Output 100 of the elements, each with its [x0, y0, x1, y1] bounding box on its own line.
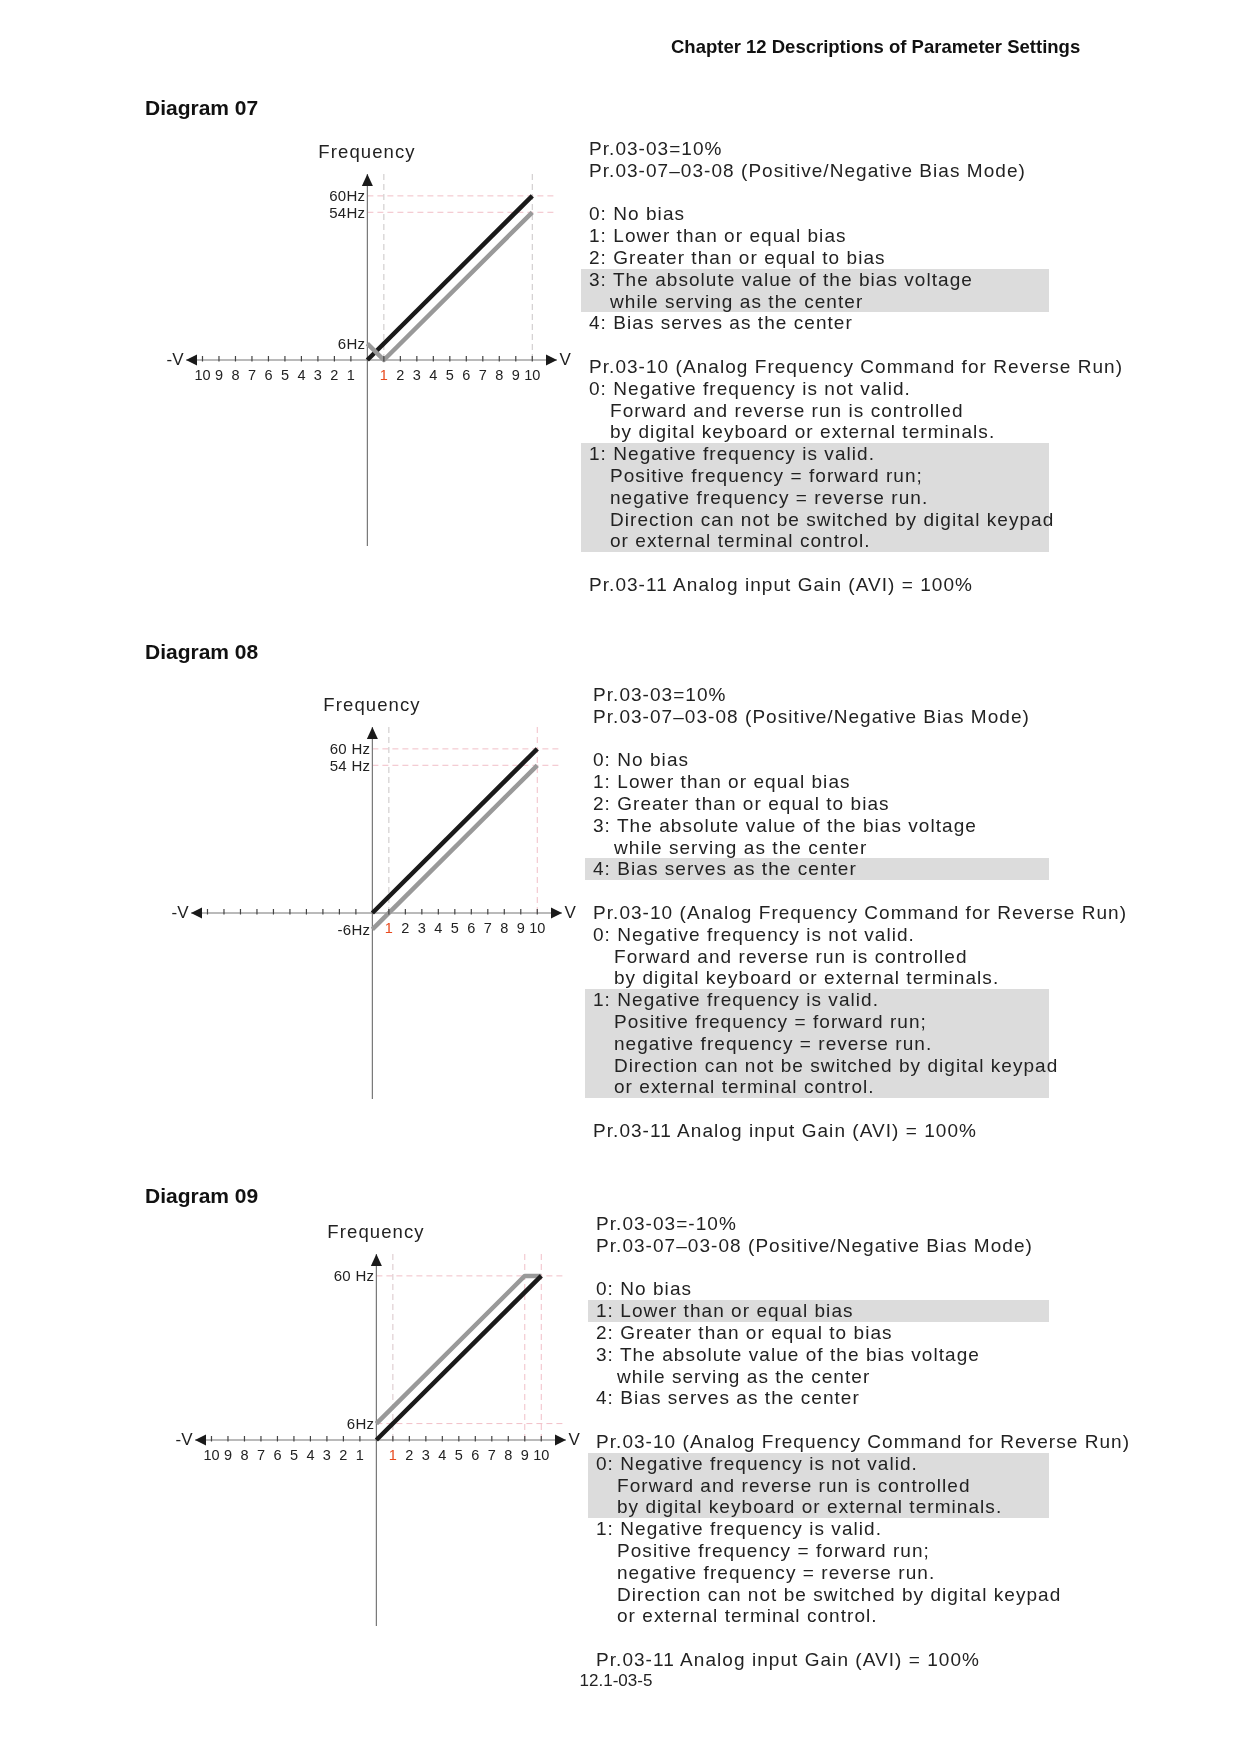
x-tick-label: 8 — [231, 367, 240, 383]
x-axis-title: V — [568, 1430, 580, 1449]
text: -V — [166, 350, 184, 369]
text: 2: Greater than or equal to bias — [596, 1322, 893, 1343]
text: Chapter 12 Descriptions of Parameter Settings — [671, 36, 1081, 57]
chart-title: Diagram 08 — [145, 640, 259, 663]
x-tick-label: 8 — [240, 1447, 249, 1463]
text: 3: The absolute value of the bias voltage while serving as the center — [589, 268, 973, 312]
text: 1: Negative frequency is valid. Positive frequency = forward run; negative frequency = reverse run. Direction can not be switched by digital keypad or external terminal control. — [596, 1518, 1062, 1627]
x-tick-label: 10 — [528, 920, 545, 936]
y-tick-label: 54 Hz — [329, 756, 370, 774]
x-tick-label: 9 — [214, 367, 223, 383]
x-axis-title: V — [564, 903, 576, 922]
y-tick-label: 60 Hz — [333, 1267, 374, 1285]
x-tick-label: 5 — [445, 367, 454, 383]
y-axis-title: Frequency — [327, 1221, 425, 1242]
x-tick-label: 6 — [273, 1447, 282, 1463]
text: Pr.03-07–03-08 (Positive/Negative Bias Mode) — [589, 159, 1026, 181]
x-tick-label: 5 — [450, 920, 459, 936]
x-tick-label: 4 — [428, 367, 437, 383]
x-tick-label: 2 — [395, 367, 404, 383]
x-tick-label: 7 — [478, 367, 487, 383]
text: 0: Negative frequency is not valid. Forward and reverse run is controlled by digital keyboard or external terminals. — [593, 923, 1000, 989]
x-tick-label: 2 — [338, 1447, 348, 1463]
text: -V — [171, 903, 189, 922]
x-tick-label: 4 — [296, 367, 306, 383]
y-tick-label: -6Hz — [337, 920, 370, 938]
text: 0: Negative frequency is not valid. Forward and reverse run is controlled by digital keyboard or external terminals. — [589, 377, 996, 443]
text: 1: Lower than or equal bias — [593, 771, 851, 793]
x-tick-label: 6 — [264, 367, 273, 383]
text: Pr.03-03=-10% — [596, 1213, 737, 1234]
x-tick-label: 3 — [412, 367, 421, 383]
x-tick-label: 5 — [280, 367, 289, 383]
text: Pr.03-10 (Analog Frequency Command for Reverse Run) — [593, 902, 1128, 923]
text: 2: Greater than or equal to bias — [593, 793, 890, 814]
x-tick-label: 8 — [494, 367, 503, 383]
text: Pr.03-07–03-08 (Positive/Negative Bias Mode) — [593, 705, 1030, 727]
x-tick-label: 10 — [523, 367, 540, 383]
y-tick-label: 6Hz — [346, 1415, 374, 1433]
x-tick-label: 7 — [256, 1447, 265, 1463]
y-axis-title: Frequency — [318, 141, 416, 162]
text: 0: No bias — [589, 203, 686, 225]
text: 1: Lower than or equal bias — [596, 1300, 854, 1322]
text: Pr.03-11 Analog input Gain (AVI) = 100% — [593, 1120, 978, 1141]
x-tick-label: 8 — [503, 1447, 512, 1463]
x-tick-label: 1 — [379, 367, 388, 383]
x-tick-label: 7 — [487, 1447, 496, 1463]
text: 0: No bias — [593, 749, 690, 771]
y-tick-label: 60 Hz — [329, 740, 370, 758]
y-tick-label: 6Hz — [337, 335, 365, 353]
text: 4: Bias serves as the center — [596, 1387, 860, 1409]
x-axis-title: V — [559, 350, 571, 369]
x-tick-label: 8 — [499, 920, 508, 936]
x-tick-label: 4 — [433, 920, 442, 936]
x-tick-label: 7 — [247, 367, 256, 383]
x-tick-label: 2 — [404, 1447, 413, 1463]
text: 4: Bias serves as the center — [593, 858, 857, 880]
text: 3: The absolute value of the bias voltage while serving as the center — [593, 814, 977, 858]
x-tick-label: 3 — [322, 1447, 331, 1463]
x-tick-label: 10 — [532, 1447, 549, 1463]
text: Pr.03-07–03-08 (Positive/Negative Bias Mode) — [596, 1234, 1033, 1256]
x-tick-label: 9 — [516, 920, 525, 936]
x-tick-label: 9 — [511, 367, 520, 383]
y-tick-label: 54Hz — [328, 203, 365, 221]
y-axis-title: Frequency — [323, 694, 421, 715]
text: -V — [175, 1430, 193, 1449]
x-tick-label: 6 — [461, 367, 470, 383]
text: Pr.03-11 Analog input Gain (AVI) = 100% — [596, 1649, 981, 1670]
text: 2: Greater than or equal to bias — [589, 247, 886, 268]
text: 1: Lower than or equal bias — [589, 225, 847, 247]
text: Pr.03-03=10% — [589, 138, 723, 159]
text: 0: No bias — [596, 1278, 693, 1300]
y-tick-label: 60Hz — [328, 187, 365, 205]
x-tick-label: 4 — [437, 1447, 446, 1463]
x-tick-label: 2 — [329, 367, 339, 383]
text: Pr.03-10 (Analog Frequency Command for Reverse Run) — [596, 1431, 1131, 1452]
chart-title: Diagram 07 — [145, 96, 259, 119]
x-tick-label: 5 — [289, 1447, 298, 1463]
x-tick-label: 3 — [421, 1447, 430, 1463]
x-tick-label: 6 — [466, 920, 475, 936]
x-tick-label: 10 — [203, 1447, 220, 1463]
x-tick-label: 2 — [400, 920, 409, 936]
x-tick-label: 6 — [470, 1447, 479, 1463]
x-tick-label: 1 — [346, 367, 355, 383]
text: 4: Bias serves as the center — [589, 312, 853, 334]
x-tick-label: 1 — [388, 1447, 397, 1463]
text: Pr.03-03=10% — [593, 684, 727, 705]
x-tick-label: 7 — [483, 920, 492, 936]
x-tick-label: 9 — [520, 1447, 529, 1463]
text: Pr.03-11 Analog input Gain (AVI) = 100% — [589, 574, 974, 595]
x-tick-label: 1 — [355, 1447, 364, 1463]
text: 12.1-03-5 — [579, 1671, 653, 1690]
chart-title: Diagram 09 — [145, 1184, 259, 1207]
x-tick-label: 9 — [223, 1447, 232, 1463]
x-tick-label: 3 — [313, 367, 322, 383]
x-tick-label: 3 — [417, 920, 426, 936]
x-tick-label: 10 — [194, 367, 211, 383]
text: 3: The absolute value of the bias voltage while serving as the center — [596, 1343, 980, 1387]
x-tick-label: 4 — [305, 1447, 315, 1463]
text: Pr.03-10 (Analog Frequency Command for Reverse Run) — [589, 356, 1124, 377]
